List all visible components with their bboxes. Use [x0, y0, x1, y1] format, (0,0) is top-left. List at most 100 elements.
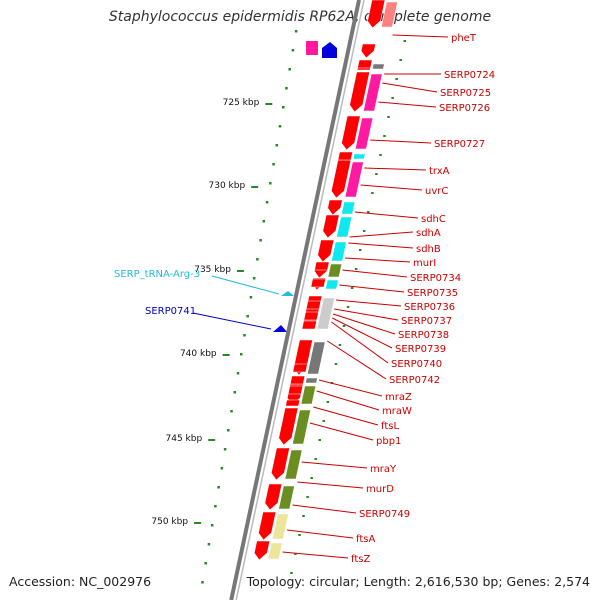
scale-dot-inner — [318, 439, 321, 441]
right-gene-label: pbp1 — [376, 436, 401, 447]
right-leader-line — [348, 242, 414, 249]
scale-dot-inner — [310, 477, 313, 479]
left-leader-line — [211, 275, 280, 295]
cog-block — [341, 201, 356, 215]
cog-block — [267, 542, 283, 560]
right-leader-line — [336, 299, 402, 307]
serp0741-arrow — [273, 325, 287, 332]
scale-dot — [236, 372, 240, 375]
scale-dot — [210, 524, 214, 527]
scale-dot — [223, 448, 227, 451]
cog-block — [344, 161, 364, 198]
scale-dot — [239, 353, 243, 356]
scale-dot — [252, 277, 256, 280]
right-gene-label: sdhB — [416, 244, 441, 255]
right-gene-label: ftsZ — [351, 554, 370, 565]
cds-small — [303, 311, 319, 321]
right-leader-line — [339, 284, 405, 293]
scale-dot-inner — [383, 135, 386, 137]
right-gene-label: SERP0738 — [398, 330, 449, 341]
scale-dot — [220, 467, 224, 470]
scale-dot — [230, 410, 233, 413]
scale-dot — [201, 581, 204, 584]
scale-dot — [288, 68, 291, 71]
cds-forward — [360, 43, 376, 59]
right-leader-line — [332, 313, 396, 335]
scale-dot-inner — [342, 325, 346, 327]
backbone-line — [229, 0, 361, 600]
cds-forward — [322, 214, 340, 239]
cds-forward — [258, 511, 277, 541]
scale-dot — [204, 562, 207, 565]
trna-arrow — [281, 291, 294, 296]
scale-dot — [246, 315, 249, 318]
scale-dot — [217, 486, 220, 489]
right-leader-line — [382, 82, 438, 93]
scale-dot-inner — [298, 534, 301, 536]
cog-block — [354, 117, 374, 150]
scale-dot — [259, 239, 262, 242]
scale-dot-inner — [334, 363, 338, 365]
cds-small — [314, 261, 330, 271]
right-leader-line — [318, 379, 383, 397]
left-leader-line — [192, 312, 272, 330]
scale-dot — [262, 220, 266, 223]
cog-block — [316, 297, 335, 330]
right-gene-label: mraY — [370, 464, 397, 475]
cds-small — [305, 300, 322, 310]
scale-dot — [269, 182, 272, 185]
cds-forward — [367, 0, 386, 29]
scale-dot — [256, 258, 259, 261]
scale-dot — [227, 429, 230, 432]
cds-forward — [317, 239, 335, 263]
cog-block — [362, 73, 383, 112]
right-leader-line — [287, 529, 354, 539]
scale-dot-inner — [314, 458, 317, 460]
right-leader-line — [360, 184, 423, 191]
cds-forward — [278, 407, 299, 446]
scale-dot-inner — [346, 306, 350, 308]
cds-small — [357, 59, 373, 69]
right-leader-line — [334, 308, 399, 321]
scale-dot — [249, 296, 253, 299]
scale-dot-inner — [387, 116, 390, 118]
right-gene-label: murD — [366, 484, 394, 495]
scale-dot — [233, 391, 237, 394]
cds-small — [285, 399, 301, 407]
cog-block — [331, 241, 347, 262]
scale-dot — [272, 163, 275, 166]
scale-dot-inner — [338, 344, 342, 346]
right-leader-line — [345, 257, 411, 263]
kbp-label: 745 kbp — [166, 434, 203, 444]
scale-dot-inner — [363, 230, 366, 232]
right-leader-line — [309, 422, 374, 441]
right-gene-label: murI — [413, 258, 436, 269]
cog-block — [336, 216, 353, 238]
scale-dot-inner — [302, 515, 305, 517]
scale-dot — [243, 334, 246, 337]
right-gene-label: sdhA — [416, 228, 441, 239]
right-leader-line — [342, 269, 408, 278]
kbp-label: 750 kbp — [151, 517, 188, 527]
right-leader-line — [364, 167, 427, 171]
scale-dot-inner — [358, 249, 362, 251]
right-gene-label: mraW — [382, 406, 412, 417]
right-gene-label: ftsA — [356, 534, 375, 545]
cds-forward — [264, 483, 283, 511]
right-leader-line — [331, 321, 389, 364]
scale-dot-inner — [399, 59, 402, 61]
scale-dot-inner — [395, 78, 398, 80]
cog-block — [371, 63, 385, 70]
right-gene-label: SERP0725 — [440, 88, 491, 99]
right-gene-label: trxA — [429, 166, 450, 177]
right-gene-label: pheT — [451, 33, 477, 44]
accession-label: Accession: NC_002976 — [9, 574, 152, 589]
scale-dot-inner — [403, 40, 406, 42]
right-leader-line — [332, 317, 393, 349]
scale-dot — [291, 49, 295, 52]
cog-block — [352, 153, 366, 160]
right-leader-line — [301, 461, 368, 469]
right-gene-label: ftsL — [381, 421, 399, 432]
kbp-label: 735 kbp — [194, 265, 231, 275]
scale-dot-inner — [379, 154, 382, 156]
